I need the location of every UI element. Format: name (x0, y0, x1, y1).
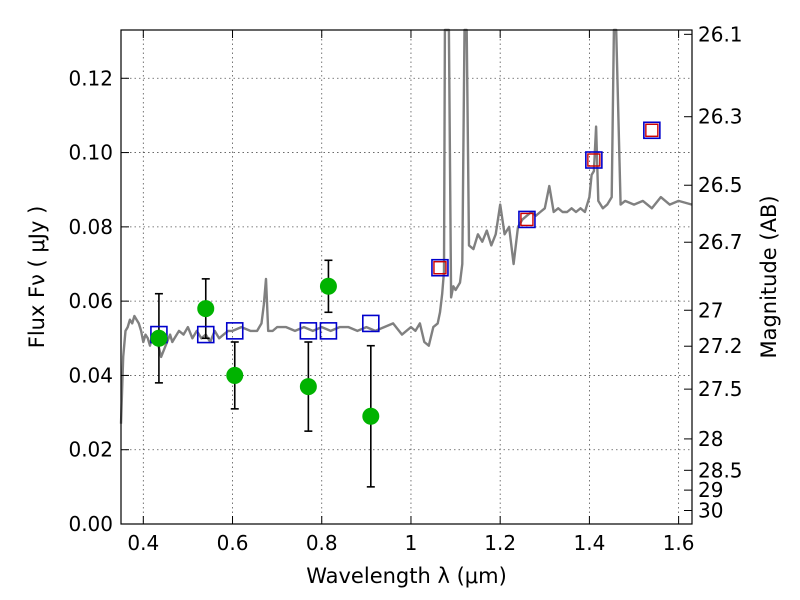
right-tick-label: 26.5 (698, 173, 743, 197)
model-blue-square (643, 121, 661, 140)
right-axis-label: Magnitude (AB) (757, 195, 781, 358)
x-tick-label: 1 (405, 531, 418, 555)
observed-point (319, 277, 337, 295)
model-red-square (520, 212, 534, 227)
y-tick-label: 0.12 (68, 66, 113, 90)
observed-point (197, 300, 215, 318)
x-axis-label: Wavelength λ (μm) (306, 564, 507, 588)
y-tick-label: 0.06 (68, 289, 113, 313)
x-tick-label: 0.6 (217, 531, 249, 555)
tick-marks (121, 30, 692, 525)
grid-lines (121, 30, 692, 525)
right-tick-label: 28 (698, 427, 723, 451)
model-red-square (587, 153, 601, 167)
model-red-square (433, 261, 447, 275)
right-tick-label: 26.3 (698, 105, 743, 129)
model-blue-square (518, 210, 536, 229)
right-tick-label: 27 (698, 298, 723, 322)
red-square-layer (433, 123, 659, 275)
x-tick-labels: 0.4 0.6 0.8 1 1.2 1.4 1.6 (127, 531, 694, 555)
x-tick-label: 1.6 (663, 531, 695, 555)
model-blue-square (585, 151, 603, 169)
x-tick-label: 1.2 (484, 531, 516, 555)
x-tick-label: 1.4 (573, 531, 605, 555)
right-tick-label: 30 (698, 499, 723, 523)
template-spectrum-line (119, 28, 693, 424)
green-point-layer (150, 277, 380, 425)
x-tick-label: 0.8 (306, 531, 338, 555)
plot-frame (120, 29, 693, 525)
y-axis-label: Flux Fν ( μJy ) (25, 206, 49, 349)
observed-point (226, 366, 244, 384)
y-tick-label: 0.00 (68, 512, 113, 536)
right-tick-label: 29 (698, 478, 723, 502)
blue-square-layer (150, 121, 661, 344)
observed-point (299, 378, 317, 396)
right-tick-label: 28.5 (698, 458, 743, 482)
y-tick-labels: 0.00 0.02 0.04 0.06 0.08 0.10 0.12 (68, 66, 113, 536)
y-tick-label: 0.02 (68, 438, 113, 462)
model-blue-square (225, 322, 244, 340)
observed-point (362, 407, 380, 425)
y-tick-label: 0.04 (68, 363, 113, 387)
model-red-square (645, 123, 659, 137)
model-blue-square (196, 325, 215, 344)
template-spectrum-layer (119, 28, 693, 424)
right-tick-label: 26.1 (698, 22, 743, 46)
right-tick-label: 26.7 (698, 230, 743, 254)
right-tick-label: 27.2 (698, 334, 743, 358)
model-blue-square (362, 314, 380, 333)
observed-point (150, 329, 168, 347)
y-tick-label: 0.10 (68, 141, 113, 165)
x-tick-label: 0.4 (127, 531, 159, 555)
y-tick-label: 0.08 (68, 215, 113, 239)
model-blue-square (299, 322, 318, 340)
model-blue-square (319, 322, 338, 340)
model-blue-square (431, 258, 449, 277)
right-tick-label: 27.5 (698, 377, 743, 401)
